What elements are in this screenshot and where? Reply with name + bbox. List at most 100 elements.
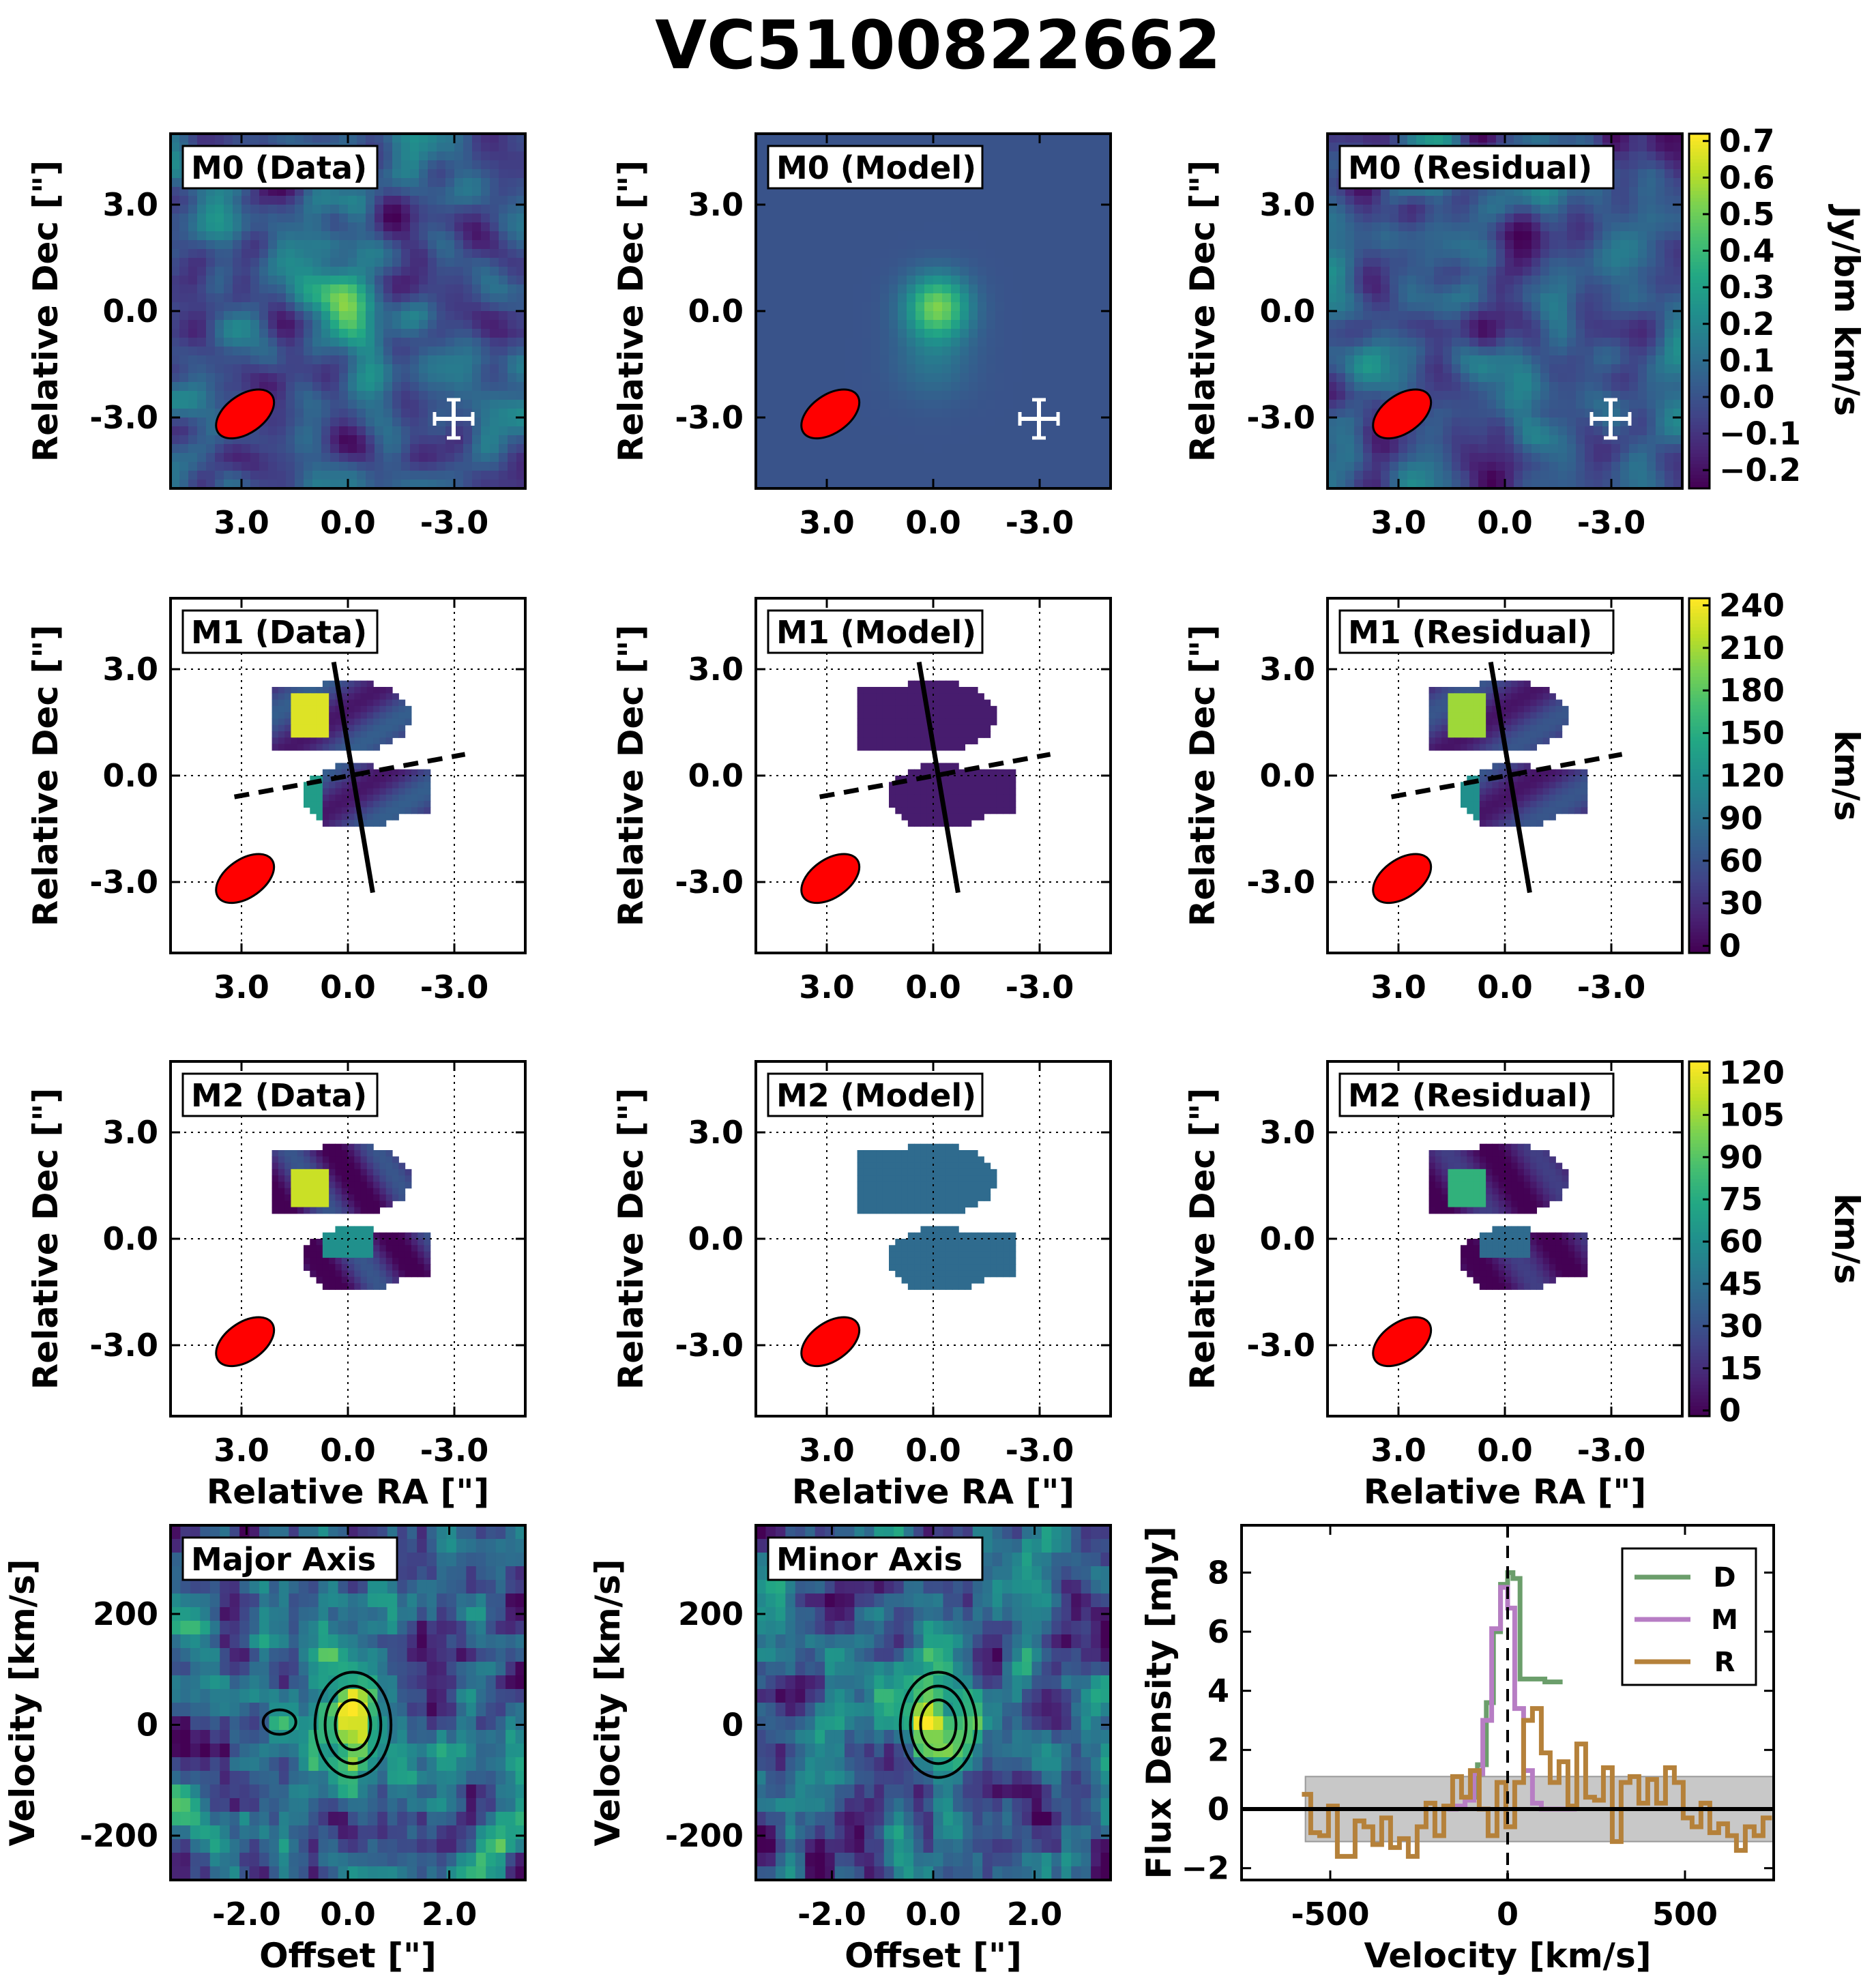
x-tick-label: 3.0 [1371,969,1426,1005]
colorbar-swatch [1689,910,1710,915]
colorbar-swatch [1689,424,1710,429]
colorbar-swatch [1689,821,1710,826]
colorbar-swatch [1689,321,1710,326]
colorbar-swatch [1689,1252,1710,1257]
series-line-R [1302,1706,1772,1859]
x-tick-label: -3.0 [1577,969,1646,1005]
colorbar-swatch [1689,797,1710,802]
y-tick-label: 0.0 [1260,293,1316,329]
colorbar-tick-label: 120 [1719,1055,1785,1091]
colorbar-swatch [1689,651,1710,656]
panel-label-box [1338,1072,1615,1117]
colorbar-swatch [1689,683,1710,688]
x-tick-label: 0.0 [905,969,961,1005]
colorbar-swatch [1689,1320,1710,1325]
colorbar-swatch [1689,1072,1710,1076]
y-tick-label: 2 [1207,1731,1229,1768]
colorbar-swatch [1689,676,1710,681]
colorbar-swatch [1689,907,1710,911]
colorbar-swatch [1689,942,1710,947]
colorbar-swatch [1689,1181,1710,1186]
colorbar-swatch [1689,389,1710,394]
colorbar-swatch [1689,396,1710,400]
colorbar-swatch [1689,832,1710,837]
colorbar-swatch [1689,768,1710,773]
colorbar-swatch [1689,1331,1710,1336]
colorbar-swatch [1689,378,1710,383]
y-tick-label: -3.0 [89,864,158,900]
colorbar-swatch [1689,1359,1710,1364]
colorbar-swatch [1689,336,1710,340]
beam-ellipse [215,1316,276,1368]
colorbar-swatch [1689,236,1710,241]
colorbar-swatch [1689,913,1710,918]
colorbar-swatch [1689,357,1710,362]
colorbar-swatch [1689,786,1710,791]
colorbar-swatch [1689,740,1710,744]
major-axis-line [1488,662,1532,894]
y-tick-label: 0.0 [103,293,159,329]
colorbar-swatch [1689,1349,1710,1353]
colorbar-swatch [1689,789,1710,794]
colorbar-swatch [1689,1317,1710,1321]
colorbar-swatch [1689,1214,1710,1218]
x-tick-label: 0.0 [1477,969,1533,1005]
colorbar-swatch [1689,782,1710,787]
colorbar-swatch [1689,1068,1710,1073]
colorbar-swatch [1689,449,1710,454]
beam-ellipse [215,388,276,440]
colorbar-swatch [1689,211,1710,216]
colorbar-swatch [1689,718,1710,723]
colorbar-swatch [1689,1338,1710,1342]
beam-ellipse [1372,1316,1433,1368]
colorbar-swatch [1689,1278,1710,1282]
colorbar-swatch [1689,250,1710,255]
y-tick-label: -3.0 [89,1327,158,1364]
colorbar-swatch [1689,1097,1710,1101]
colorbar-swatch [1689,1154,1710,1158]
colorbar-swatch [1689,1288,1710,1293]
colorbar-swatch [1689,155,1710,160]
colorbar-swatch [1689,484,1710,489]
colorbar-swatch [1689,151,1710,156]
panel-label: M2 (Data) [191,1077,367,1114]
colorbar-swatch [1689,1402,1710,1407]
beam-ellipse [1372,388,1433,440]
map-panel-m1_residual: M1 (Residual) 3.0 0.0 -3.0 3.0 0.0 -3.0 Relativ… [1183,597,1684,1005]
colorbar-swatch [1689,868,1710,872]
colorbar-swatch [1689,456,1710,461]
colorbar-swatch [1689,218,1710,223]
colorbar-swatch [1689,1334,1710,1339]
y-tick-label: -3.0 [1246,864,1315,900]
x-tick-label: 2.0 [422,1896,478,1933]
colorbar-tick-label: 75 [1719,1181,1763,1218]
colorbar-swatch [1689,293,1710,297]
colorbar-swatch [1689,1323,1710,1328]
colorbar-swatch [1689,1355,1710,1360]
x-tick-label: -2.0 [212,1896,281,1933]
colorbar-swatch [1689,342,1710,347]
colorbar-swatch [1689,279,1710,284]
beam-ellipse [1372,853,1433,905]
colorbar-swatch [1689,410,1710,415]
colorbar-swatch [1689,325,1710,329]
colorbar-label: km/s [1827,730,1866,821]
colorbar-tick-label: 0 [1719,928,1741,965]
colorbar-swatch [1689,307,1710,312]
colorbar-swatch [1689,765,1710,769]
colorbar-swatch [1689,1146,1710,1151]
colorbar-swatch [1689,619,1710,624]
colorbar-swatch [1689,431,1710,436]
x-tick-label: 2.0 [1007,1896,1063,1933]
colorbar-swatch [1689,924,1710,929]
colorbar-swatch [1689,347,1710,351]
colorbar-swatch [1689,754,1710,759]
colorbar-swatch [1689,814,1710,819]
colorbar-tick-label: 60 [1719,1223,1763,1260]
colorbar-swatch [1689,1398,1710,1402]
map-panel-m0_residual: M0 (Residual) 3.0 0.0 -3.0 3.0 0.0 -3.0 Relativ… [1183,132,1684,541]
colorbar-swatch [1689,435,1710,439]
colorbar-swatch [1689,1157,1710,1162]
x-tick-label: 0.0 [320,969,376,1005]
colorbar-swatch [1689,460,1710,465]
